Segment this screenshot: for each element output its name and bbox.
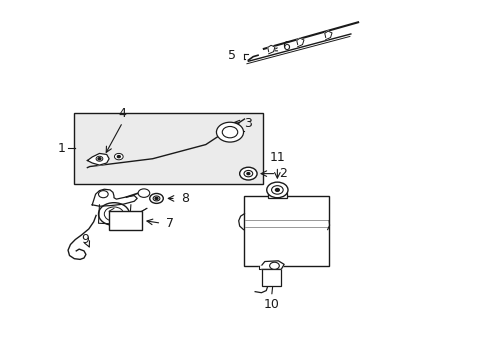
Circle shape xyxy=(96,156,102,161)
Text: 7: 7 xyxy=(166,217,174,230)
Polygon shape xyxy=(267,45,274,54)
Circle shape xyxy=(246,172,249,175)
Circle shape xyxy=(155,197,158,199)
Text: 6: 6 xyxy=(281,40,289,53)
Bar xyxy=(244,195,328,266)
Bar xyxy=(262,269,281,286)
Text: 2: 2 xyxy=(279,167,286,180)
Circle shape xyxy=(271,186,283,194)
Text: 4: 4 xyxy=(119,107,126,121)
Circle shape xyxy=(216,122,243,142)
Polygon shape xyxy=(92,189,137,206)
Polygon shape xyxy=(296,38,304,47)
Text: 10: 10 xyxy=(263,298,279,311)
Circle shape xyxy=(98,203,129,225)
Polygon shape xyxy=(87,153,109,165)
Circle shape xyxy=(275,189,279,192)
Circle shape xyxy=(104,207,123,221)
Text: 5: 5 xyxy=(227,49,235,62)
Circle shape xyxy=(98,158,101,160)
Polygon shape xyxy=(259,266,265,269)
Polygon shape xyxy=(324,31,331,40)
Circle shape xyxy=(117,156,120,158)
Text: 3: 3 xyxy=(244,117,252,130)
Circle shape xyxy=(153,196,160,201)
Text: 1: 1 xyxy=(58,141,65,154)
Text: 11: 11 xyxy=(269,151,285,164)
Bar xyxy=(109,211,142,230)
Text: 9: 9 xyxy=(81,233,89,246)
Bar xyxy=(267,193,286,198)
Bar xyxy=(74,113,263,184)
Circle shape xyxy=(269,262,279,269)
Circle shape xyxy=(149,193,163,203)
Circle shape xyxy=(98,191,108,198)
Polygon shape xyxy=(98,205,131,225)
Circle shape xyxy=(138,189,149,197)
Text: 8: 8 xyxy=(180,192,188,205)
Circle shape xyxy=(244,170,252,177)
Circle shape xyxy=(222,126,237,138)
Circle shape xyxy=(266,182,287,198)
Polygon shape xyxy=(262,261,284,269)
Circle shape xyxy=(239,167,257,180)
Circle shape xyxy=(114,153,123,160)
